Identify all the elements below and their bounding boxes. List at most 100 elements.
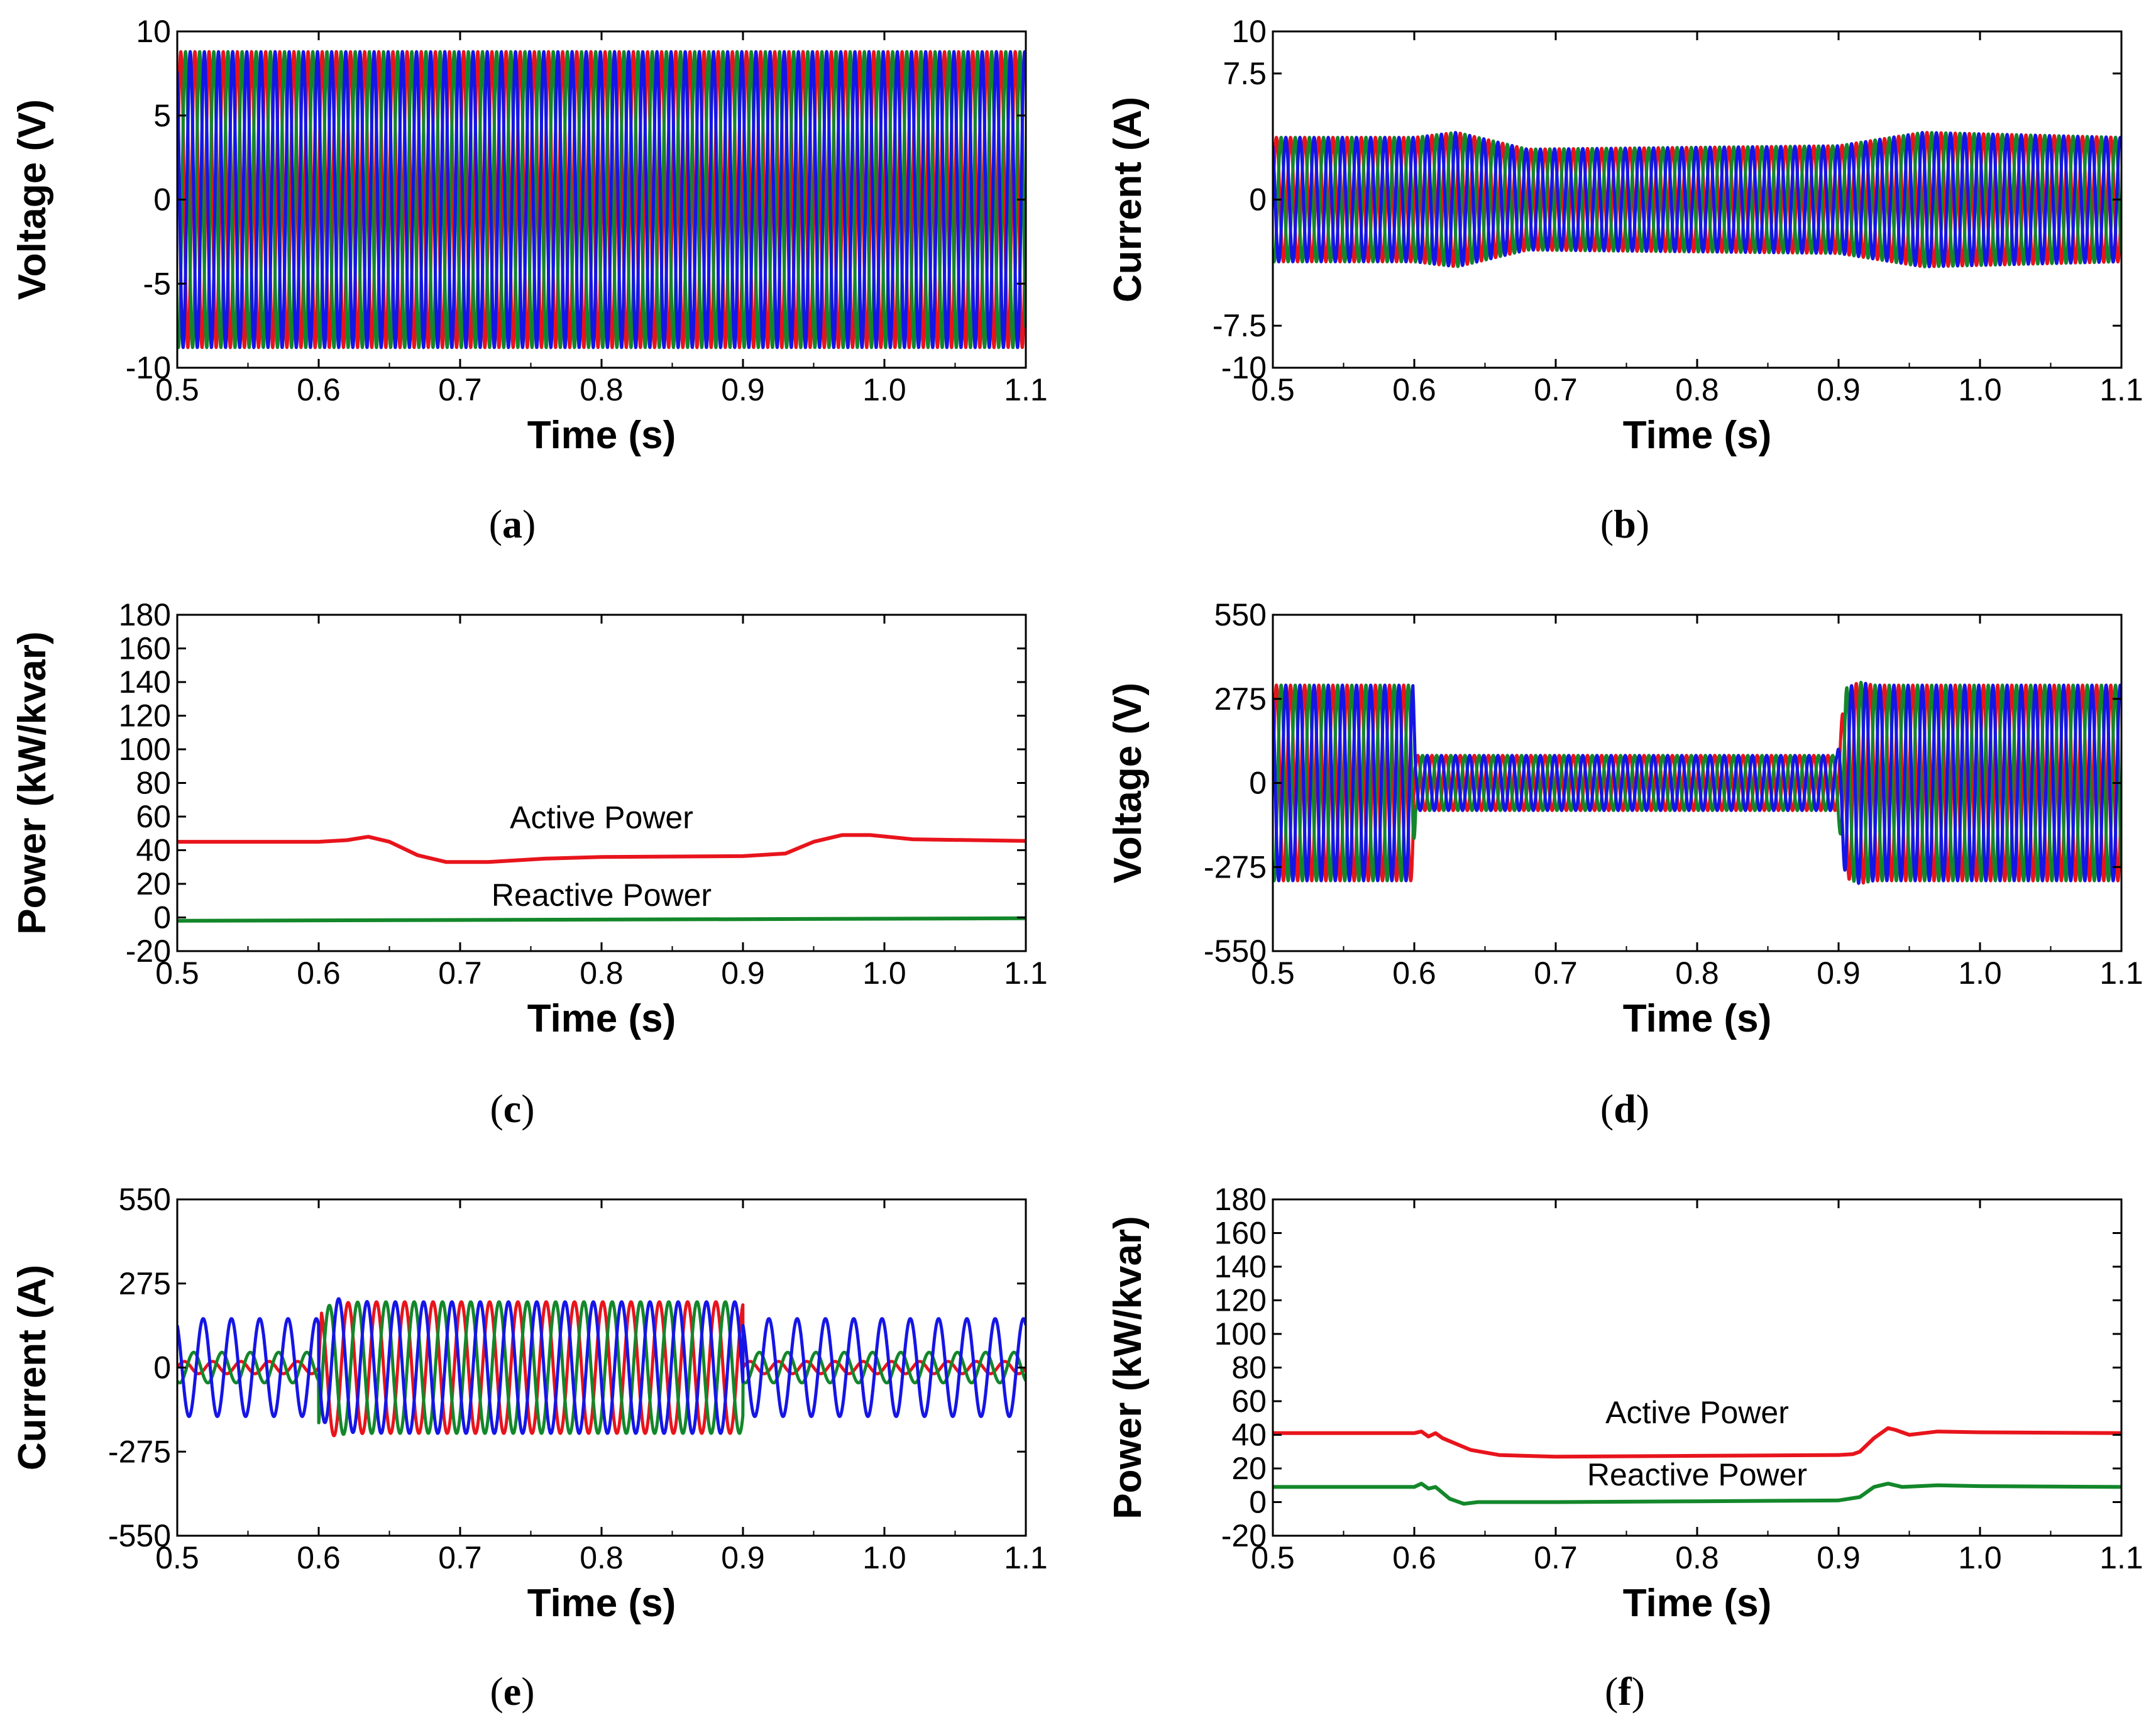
x-tick-label: 1.1 <box>1004 956 1048 991</box>
y-axis: 10 5 0 -5 -10 <box>126 14 1026 385</box>
y-tick-label: 100 <box>119 732 171 767</box>
annotation-active-power: Active Power <box>510 800 693 835</box>
y-tick-label: 160 <box>119 631 171 666</box>
y-tick-label: 160 <box>1214 1216 1267 1251</box>
chart-panel-d: 0.5 0.6 0.7 0.8 0.9 1.0 1.1 550 275 0 -275 -550 Time… <box>1106 597 2143 1131</box>
series-line-phase_b <box>177 50 1026 350</box>
x-axis-title: Time (s) <box>1623 1582 1772 1625</box>
y-tick-label: 7.5 <box>1223 56 1267 91</box>
x-tick-label: 0.7 <box>438 1540 482 1575</box>
x-tick-label: 0.7 <box>1534 956 1578 991</box>
x-axis: 0.5 0.6 0.7 0.8 0.9 1.0 1.1 <box>1251 615 2143 991</box>
y-tick-label: -275 <box>108 1434 171 1469</box>
y-tick-label: 0 <box>1249 182 1267 218</box>
y-tick-label: 0 <box>153 1350 171 1385</box>
series-line-phase_b <box>177 1300 1026 1436</box>
x-tick-label: 1.1 <box>1004 372 1048 407</box>
x-tick-label: 0.7 <box>438 956 482 991</box>
x-tick-label: 1.1 <box>2099 372 2143 407</box>
x-axis: 0.5 0.6 0.7 0.8 0.9 1.0 1.1 <box>1251 1199 2143 1575</box>
plot-area <box>177 50 1026 350</box>
plot-area <box>1273 1426 2121 1506</box>
x-tick-label: 1.0 <box>1958 372 2002 407</box>
panel-label: (e) <box>490 1669 534 1714</box>
series-line-phase_c <box>177 1297 1026 1435</box>
x-tick-label: 0.9 <box>1817 1540 1861 1575</box>
plot-area <box>1273 131 2121 268</box>
y-tick-label: -550 <box>108 1518 171 1553</box>
y-tick-label: -20 <box>126 934 171 969</box>
x-tick-label: 0.6 <box>297 372 341 407</box>
x-axis: 0.5 0.6 0.7 0.8 0.9 1.0 1.1 <box>155 615 1048 991</box>
y-tick-label: 10 <box>1231 14 1267 49</box>
x-axis-title: Time (s) <box>527 997 676 1040</box>
series-line-phase_a <box>177 50 1026 350</box>
y-axis: 550 275 0 -275 -550 <box>108 1182 1026 1553</box>
x-tick-label: 1.0 <box>1958 1540 2002 1575</box>
y-tick-label: 60 <box>1231 1384 1267 1419</box>
x-axis: 0.5 0.6 0.7 0.8 0.9 1.0 1.1 <box>155 31 1048 407</box>
y-tick-label: 100 <box>1214 1316 1267 1352</box>
panel-label: (c) <box>490 1086 534 1131</box>
x-tick-label: 0.6 <box>297 956 341 991</box>
y-tick-label: 140 <box>119 664 171 700</box>
y-tick-label: 550 <box>1214 597 1267 632</box>
x-tick-label: 0.9 <box>721 1540 765 1575</box>
x-tick-label: 1.1 <box>2099 956 2143 991</box>
panel-label: (b) <box>1600 502 1649 546</box>
y-axis-title: Power (kW/kvar) <box>11 631 54 934</box>
y-tick-label: 140 <box>1214 1249 1267 1284</box>
y-tick-label: 20 <box>136 866 171 901</box>
chart-panel-e: 0.5 0.6 0.7 0.8 0.9 1.0 1.1 550 275 0 -275 -550 Time… <box>11 1182 1048 1714</box>
plot-area <box>1273 680 2121 885</box>
x-tick-label: 0.7 <box>1534 372 1578 407</box>
x-tick-label: 0.5 <box>155 1540 199 1575</box>
annotation-reactive-power: Reactive Power <box>492 878 712 913</box>
annotation-active-power: Active Power <box>1605 1395 1789 1430</box>
series-line-phase_a <box>1273 681 2121 885</box>
x-tick-label: 0.6 <box>297 1540 341 1575</box>
y-tick-label: -10 <box>126 350 171 385</box>
y-axis-title: Voltage (V) <box>11 99 54 300</box>
y-tick-label: 0 <box>1249 766 1267 801</box>
series-line-phase_b <box>1273 131 2121 268</box>
y-tick-label: -5 <box>143 266 171 301</box>
y-tick-label: 180 <box>119 597 171 632</box>
x-tick-label: 0.6 <box>1392 956 1436 991</box>
x-tick-label: 1.0 <box>1958 956 2002 991</box>
x-axis-title: Time (s) <box>527 414 676 457</box>
chart-panel-b: 0.5 0.6 0.7 0.8 0.9 1.0 1.1 10 7.5 0 -7.5 -10 Time (… <box>1106 14 2143 546</box>
y-axis-title: Current (A) <box>1106 97 1150 302</box>
x-axis: 0.5 0.6 0.7 0.8 0.9 1.0 1.1 <box>155 1199 1048 1575</box>
x-tick-label: 0.8 <box>1675 956 1719 991</box>
x-axis-title: Time (s) <box>527 1582 676 1625</box>
x-axis-title: Time (s) <box>1623 997 1772 1040</box>
series-line-phase_a <box>1273 131 2121 268</box>
y-tick-label: 5 <box>153 98 171 133</box>
x-tick-label: 0.8 <box>1675 1540 1719 1575</box>
x-tick-label: 0.9 <box>721 372 765 407</box>
y-tick-label: 120 <box>119 698 171 734</box>
x-tick-label: 1.1 <box>2099 1540 2143 1575</box>
x-tick-label: 0.5 <box>1251 956 1295 991</box>
y-tick-label: 275 <box>119 1266 171 1301</box>
x-tick-label: 0.8 <box>580 956 624 991</box>
x-tick-label: 1.0 <box>862 956 906 991</box>
x-tick-label: 0.9 <box>1817 956 1861 991</box>
series-line-active-power <box>177 833 1026 864</box>
series-line-reactive-power <box>177 916 1026 923</box>
x-tick-label: 0.7 <box>438 372 482 407</box>
plot-area <box>177 1297 1026 1438</box>
y-tick-label: 0 <box>153 900 171 935</box>
x-tick-label: 1.0 <box>862 1540 906 1575</box>
y-tick-label: 0 <box>1249 1485 1267 1520</box>
y-tick-label: 40 <box>136 833 171 868</box>
series-line-phase_c <box>177 50 1026 350</box>
x-tick-label: 0.9 <box>1817 372 1861 407</box>
series-line-phase_c <box>1273 131 2121 268</box>
y-tick-label: 10 <box>136 14 171 49</box>
chart-panel-a: 0.5 0.6 0.7 0.8 0.9 1.0 1.1 10 5 0 -5 -10 Time (s) Vo… <box>11 14 1048 546</box>
y-tick-label: 80 <box>1231 1350 1267 1385</box>
